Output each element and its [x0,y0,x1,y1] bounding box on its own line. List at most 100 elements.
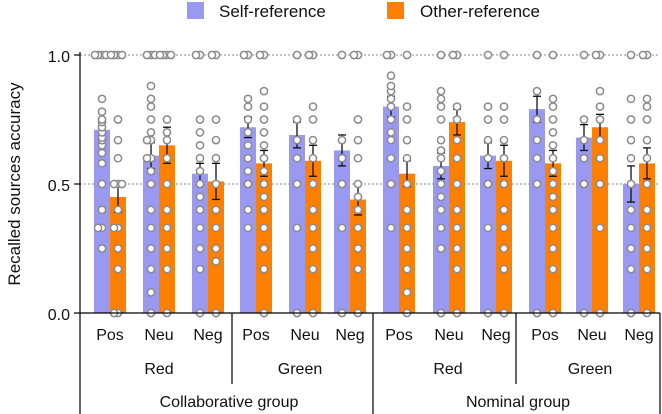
data-point [243,115,253,124]
data-point [548,128,558,137]
data-point [162,153,172,163]
data-point [353,192,363,202]
data-point [548,94,558,104]
data-point [626,205,636,215]
data-point [548,115,558,124]
data-point [436,115,446,124]
bar-other [256,163,272,313]
data-point [452,115,462,124]
data-point [452,244,462,253]
data-point [166,50,176,60]
data-point [386,71,396,80]
data-point [97,115,107,124]
data-point [499,135,509,145]
data-point [207,50,217,60]
data-point [626,115,636,124]
data-point [117,50,127,60]
bar-self [240,127,256,314]
data-point [292,223,302,233]
data-point [382,50,392,60]
data-point [155,50,165,60]
data-point [642,205,652,215]
bar-other [592,127,608,314]
data-point [402,288,412,297]
data-point [146,244,156,253]
data-point [436,205,446,215]
data-point [595,115,605,124]
data-point [483,179,493,189]
data-point [211,135,221,145]
data-point [595,223,605,233]
data-point [402,115,412,124]
data-point [626,50,636,60]
data-point [259,102,269,111]
data-point [452,179,462,189]
data-point [591,50,601,60]
data-point [626,264,636,274]
data-point [353,205,363,215]
data-point [483,223,493,233]
data-point [595,135,605,145]
subgroup-label: Green [278,361,322,378]
data-point [353,264,363,274]
x-tick-label: Neg [481,327,510,344]
data-point [448,50,458,60]
x-tick-label: Neu [434,327,463,344]
data-point [436,135,446,145]
data-point [353,223,363,233]
legend: Self-reference Other-reference [187,2,540,21]
subgroup-label: Red [433,361,462,378]
data-point [483,153,493,163]
data-point [211,153,221,163]
data-point [626,244,636,253]
data-point [532,135,542,145]
data-point [259,192,269,202]
data-point [259,205,269,215]
data-point [402,223,412,233]
data-point [308,205,318,215]
data-point [642,153,652,163]
data-point [483,135,493,145]
data-point [483,50,493,60]
data-point [626,153,636,163]
bar-other [639,163,655,313]
data-point [579,153,589,163]
data-point [259,166,269,176]
data-point [579,115,589,124]
data-point [97,205,107,215]
data-point [436,153,446,163]
data-point [595,179,605,189]
data-point [146,205,156,215]
data-point [97,159,107,168]
data-point [162,135,172,145]
data-point [548,244,558,253]
x-tick-label: Neu [577,327,606,344]
data-point [292,135,302,145]
data-point [626,135,636,145]
data-point [191,50,201,60]
data-point [304,50,314,60]
data-point [113,244,123,253]
data-point [195,223,205,233]
data-point [243,179,253,189]
data-point [436,244,446,253]
data-point [195,166,205,176]
data-point [402,102,412,111]
data-point [243,205,253,215]
data-point [402,135,412,145]
data-point [90,50,100,60]
data-point [243,128,253,137]
data-point [146,115,156,124]
data-point [595,153,605,163]
data-point [97,179,107,189]
data-point [499,223,509,233]
data-point [308,244,318,253]
bar-other [449,122,465,313]
data-point [337,50,347,60]
y-tick-label: 1.0 [48,49,70,66]
data-point [142,50,152,60]
x-tick-label: Pos [385,327,413,344]
data-point [579,179,589,189]
data-point [259,223,269,233]
x-tick-label: Neg [335,327,364,344]
